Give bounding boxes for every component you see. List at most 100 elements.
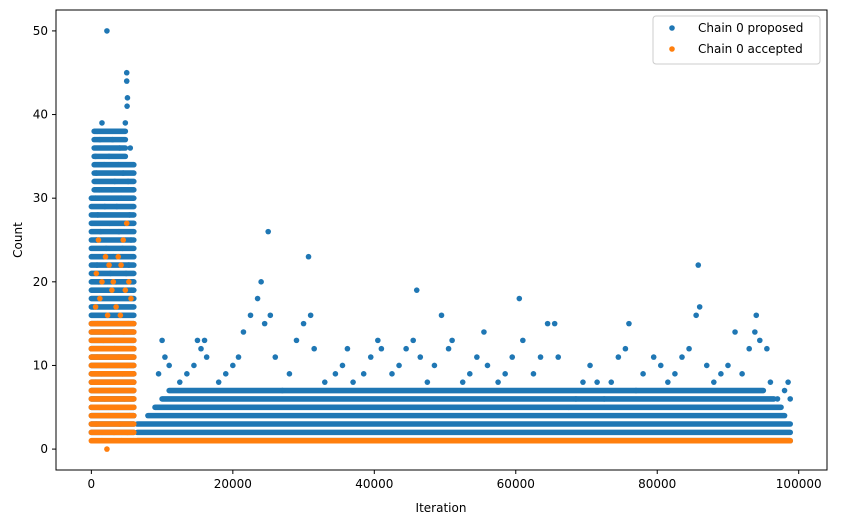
- legend-label-accepted: Chain 0 accepted: [698, 42, 803, 56]
- y-tick-label: 40: [33, 108, 48, 122]
- scatter-point-proposed: [431, 362, 438, 369]
- scatter-point-proposed: [746, 345, 752, 352]
- scatter-point-proposed: [555, 354, 562, 360]
- y-tick-label: 50: [33, 24, 48, 38]
- scatter-point-proposed: [764, 345, 770, 352]
- scatter-point-proposed: [657, 362, 664, 369]
- scatter-point-accepted: [103, 362, 110, 369]
- legend-marker-proposed: [669, 25, 675, 31]
- scatter-point-proposed: [757, 337, 763, 344]
- dense-band-proposed: [88, 195, 137, 201]
- scatter-point-accepted: [106, 387, 113, 394]
- scatter-point-accepted: [93, 270, 100, 277]
- scatter-point-proposed: [125, 178, 131, 185]
- scatter-point-proposed: [230, 362, 236, 369]
- scatter-point-proposed: [235, 354, 242, 360]
- scatter-point-proposed: [305, 253, 312, 260]
- scatter-point-proposed: [107, 270, 114, 277]
- scatter-point-proposed: [106, 220, 113, 227]
- scatter-point-proposed: [97, 228, 104, 235]
- scatter-point-accepted: [114, 404, 120, 411]
- scatter-point-proposed: [410, 337, 417, 344]
- scatter-point-proposed: [516, 295, 523, 302]
- scatter-point-accepted: [106, 262, 112, 268]
- dense-band-accepted: [88, 404, 137, 411]
- scatter-point-proposed: [94, 212, 101, 218]
- scatter-point-proposed: [672, 371, 678, 377]
- dense-band-proposed: [91, 145, 129, 151]
- dense-band-accepted: [88, 320, 137, 327]
- dense-band-accepted: [88, 396, 137, 402]
- series-proposed-points: [92, 28, 794, 411]
- dense-band-proposed: [145, 412, 788, 419]
- scatter-point-proposed: [123, 270, 129, 277]
- scatter-point-proposed: [474, 354, 480, 360]
- scatter-point-accepted: [102, 253, 109, 260]
- scatter-point-accepted: [116, 354, 122, 360]
- scatter-point-proposed: [254, 295, 261, 302]
- scatter-point-accepted: [111, 345, 118, 352]
- scatter-point-proposed: [396, 362, 402, 369]
- scatter-point-proposed: [350, 379, 356, 385]
- scatter-point-accepted: [107, 329, 114, 335]
- scatter-point-accepted: [121, 329, 127, 335]
- scatter-point-proposed: [92, 153, 99, 160]
- scatter-point-accepted: [92, 304, 99, 310]
- plot-frame: [55, 9, 828, 471]
- scatter-point-proposed: [247, 312, 254, 319]
- scatter-point-proposed: [119, 245, 126, 252]
- scatter-point-accepted: [121, 396, 128, 402]
- scatter-point-proposed: [633, 387, 639, 394]
- dense-band-proposed: [88, 228, 137, 235]
- scatter-point-proposed: [201, 337, 208, 344]
- scatter-point-proposed: [626, 320, 632, 327]
- scatter-point-accepted: [120, 237, 126, 243]
- scatter-point-proposed: [92, 195, 99, 201]
- scatter-point-proposed: [732, 329, 738, 335]
- dense-band-proposed: [88, 304, 137, 310]
- dense-band-proposed: [91, 128, 129, 135]
- scatter-point-proposed: [566, 404, 572, 411]
- x-axis-ticks: 0 20000 40000 60000 80000 100000: [88, 470, 822, 491]
- scatter-point-proposed: [703, 362, 710, 369]
- scatter-point-proposed: [752, 329, 758, 335]
- scatter-point-accepted: [111, 429, 117, 436]
- scatter-point-proposed: [417, 354, 424, 360]
- scatter-point-proposed: [573, 396, 579, 402]
- scatter-point-proposed: [375, 337, 381, 344]
- scatter-point-proposed: [159, 337, 165, 344]
- legend-marker-accepted: [669, 46, 675, 52]
- scatter-point-proposed: [101, 161, 107, 168]
- scatter-point-proposed: [344, 345, 351, 352]
- scatter-point-proposed: [118, 195, 124, 201]
- scatter-point-proposed: [753, 312, 760, 319]
- scatter-point-proposed: [109, 187, 115, 193]
- scatter-point-proposed: [718, 371, 724, 377]
- scatter-point-accepted: [105, 412, 112, 419]
- dense-band-proposed: [134, 421, 794, 427]
- scatter-point-accepted: [98, 371, 105, 377]
- scatter-point-proposed: [424, 379, 431, 385]
- scatter-point-accepted: [118, 262, 124, 268]
- scatter-point-proposed: [367, 354, 374, 360]
- scatter-point-proposed: [601, 396, 607, 402]
- scatter-point-accepted: [129, 387, 136, 394]
- scatter-point-proposed: [615, 354, 622, 360]
- dense-band-proposed: [152, 404, 784, 411]
- scatter-point-accepted: [123, 220, 130, 227]
- scatter-point-accepted: [109, 287, 115, 293]
- scatter-point-proposed: [696, 304, 703, 310]
- x-tick-label: 80000: [638, 477, 676, 491]
- scatter-point-proposed: [184, 371, 190, 377]
- scatter-point-proposed: [767, 379, 774, 385]
- scatter-point-proposed: [693, 312, 699, 319]
- scatter-point-accepted: [127, 345, 134, 352]
- scatter-point-proposed: [194, 337, 201, 344]
- scatter-point-proposed: [155, 371, 162, 377]
- scatter-point-proposed: [123, 78, 130, 84]
- scatter-point-proposed: [544, 320, 551, 327]
- series-accepted-points: [92, 220, 136, 452]
- dense-band-accepted: [88, 354, 137, 360]
